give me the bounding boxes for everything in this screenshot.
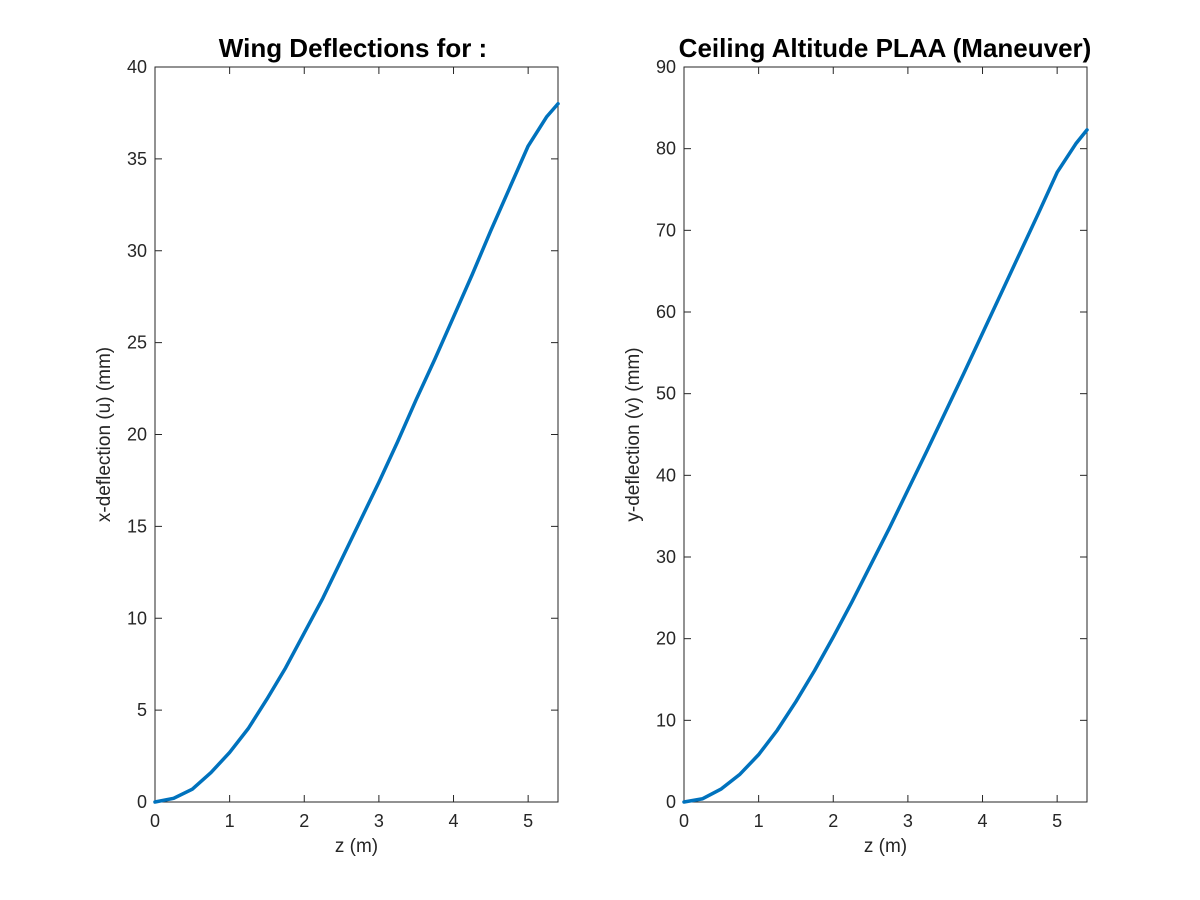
left-chart: 0 1 2 3 4 5 0 5 10 15 20 25 30 35 40 z (m) x-deflection … xyxy=(94,57,560,857)
left-y-tick-label: 5 xyxy=(137,700,147,720)
left-y-tick-label: 15 xyxy=(127,516,147,536)
left-y-tick-label: 30 xyxy=(127,241,147,261)
left-y-tick-label: 35 xyxy=(127,149,147,169)
left-x-tick-label: 2 xyxy=(299,811,309,831)
right-x-tick-label: 2 xyxy=(828,811,838,831)
left-y-axis-label: x-deflection (u) (mm) xyxy=(94,347,115,522)
left-x-tick-label: 5 xyxy=(523,811,533,831)
right-y-tick-label: 70 xyxy=(656,220,676,240)
right-x-tick-label: 1 xyxy=(754,811,764,831)
left-x-tick-label: 4 xyxy=(449,811,459,831)
right-y-tick-label: 50 xyxy=(656,384,676,404)
right-chart-title: Ceiling Altitude PLAA (Maneuver) xyxy=(679,33,1092,63)
left-x-tick-label: 1 xyxy=(225,811,235,831)
right-plot-frame xyxy=(683,66,1088,803)
right-x-tick-label: 0 xyxy=(679,811,689,831)
right-y-tick-label: 80 xyxy=(656,139,676,159)
left-y-tick-label: 0 xyxy=(137,792,147,812)
left-x-axis-label: z (m) xyxy=(335,836,378,857)
right-y-tick-label: 30 xyxy=(656,547,676,567)
right-y-tick-label: 90 xyxy=(656,57,676,77)
right-y-tick-label: 60 xyxy=(656,302,676,322)
right-x-tick-label: 3 xyxy=(903,811,913,831)
right-y-axis-label: y-deflection (v) (mm) xyxy=(623,347,644,521)
left-y-tick-label: 25 xyxy=(127,333,147,353)
right-x-tick-label: 4 xyxy=(978,811,988,831)
left-y-tick-label: 20 xyxy=(127,425,147,445)
right-y-tick-label: 10 xyxy=(656,710,676,730)
left-series-line xyxy=(153,102,560,804)
left-plot-frame xyxy=(154,66,559,803)
right-x-tick-label: 5 xyxy=(1052,811,1062,831)
right-x-axis-label: z (m) xyxy=(864,836,907,857)
right-y-tick-label: 20 xyxy=(656,629,676,649)
left-x-tick-label: 3 xyxy=(374,811,384,831)
left-y-tick-label: 10 xyxy=(127,608,147,628)
right-y-tick-label: 0 xyxy=(666,792,676,812)
left-chart-title: Wing Deflections for : xyxy=(219,33,487,63)
right-series-line xyxy=(682,128,1089,804)
left-x-tick-label: 0 xyxy=(150,811,160,831)
right-y-tick-label: 40 xyxy=(656,465,676,485)
left-y-tick-label: 40 xyxy=(127,57,147,77)
